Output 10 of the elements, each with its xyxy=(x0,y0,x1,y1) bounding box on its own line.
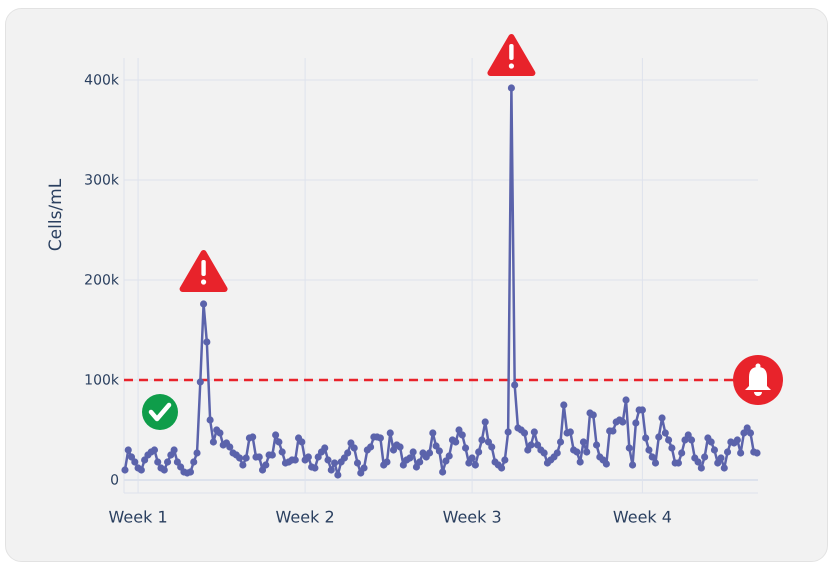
x-tick-label: Week 1 xyxy=(108,507,168,526)
y-tick-label: 0 xyxy=(110,472,119,488)
y-tick-label: 200k xyxy=(84,272,120,288)
y-axis-title: Cells/mL xyxy=(46,178,66,252)
x-tick-label: Week 4 xyxy=(612,507,672,526)
x-tick-label: Week 3 xyxy=(442,507,502,526)
y-tick-label: 400k xyxy=(84,72,120,88)
y-tick-label: 300k xyxy=(84,172,120,188)
y-tick-label: 100k xyxy=(84,372,120,388)
x-tick-label: Week 2 xyxy=(276,507,335,526)
